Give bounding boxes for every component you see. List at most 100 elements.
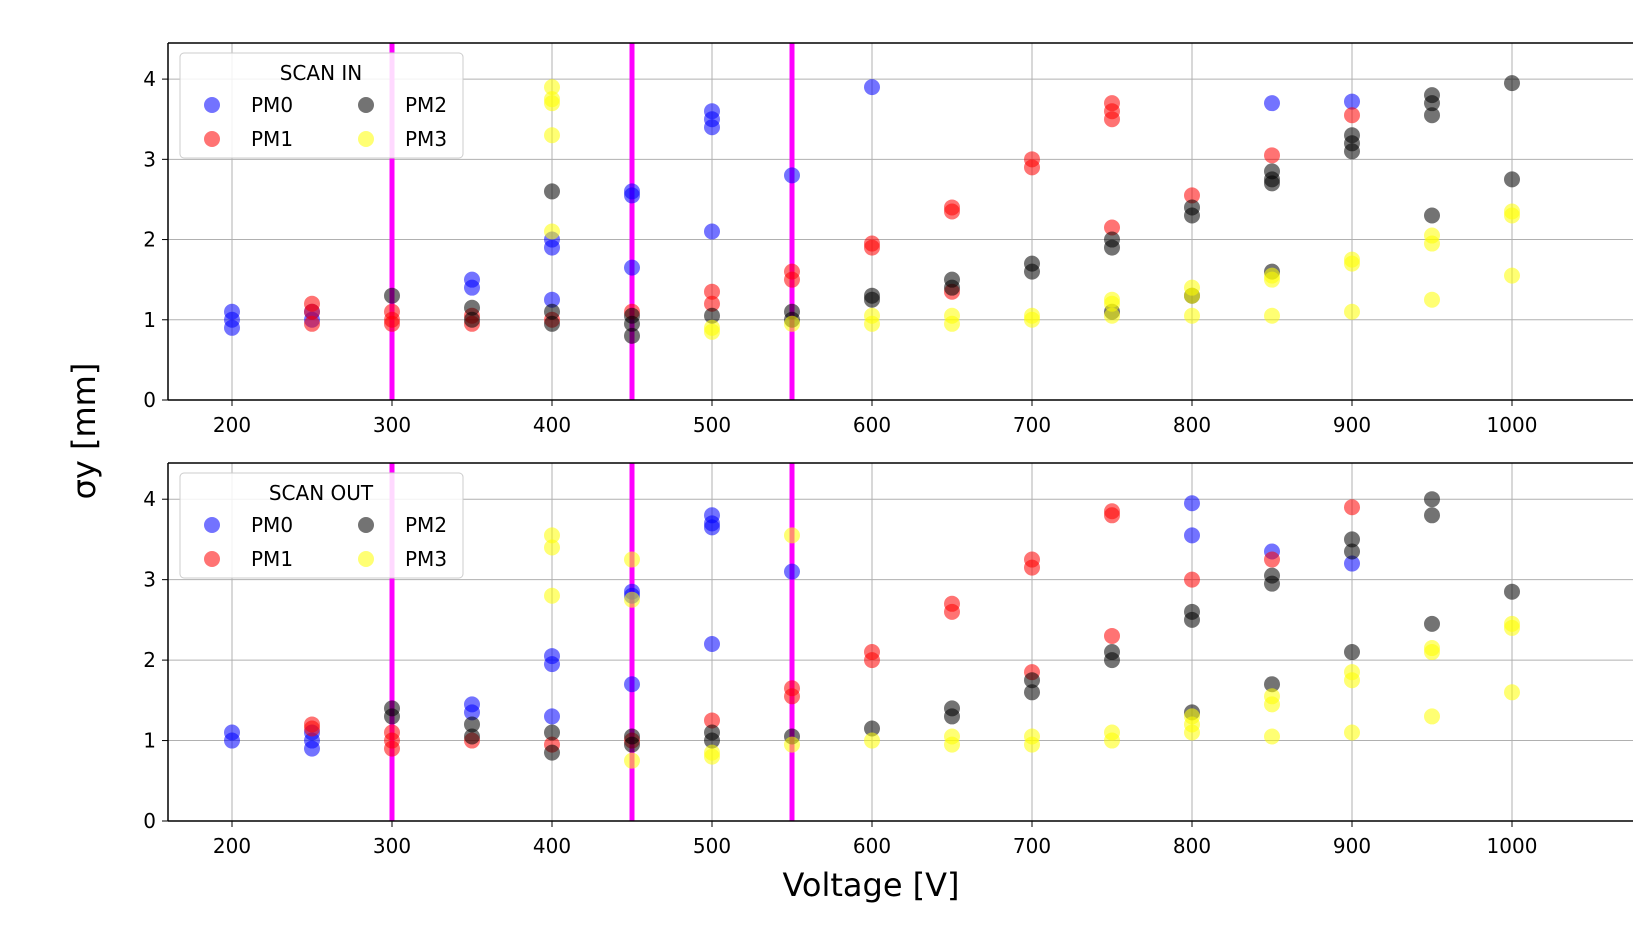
data-point-pm3 [704,748,720,765]
legend-label-pm1: PM1 [251,547,293,571]
data-point-pm3 [1424,235,1440,252]
legend-label-pm3: PM3 [405,127,447,151]
x-tick-label: 200 [213,413,251,437]
data-point-pm1 [1104,219,1120,236]
data-point-pm2 [944,279,960,296]
scan-in-panel: 200 300 400 500 600 700 800 900 1000 0 1 2 3 4 SCAN IN… [143,42,1633,437]
data-point-pm3 [1264,728,1280,745]
data-point-pm3 [1104,732,1120,749]
legend-label-pm2: PM2 [405,513,447,537]
legend-marker-pm0 [204,517,220,533]
x-tick-label: 500 [693,834,731,858]
data-point-pm0 [784,563,800,580]
legend-box [179,52,464,159]
legend-label-pm0: PM0 [251,513,293,537]
x-tick-label: 600 [853,834,891,858]
data-point-pm3 [544,527,560,544]
legend-box [179,472,464,579]
data-point-pm3 [864,315,880,332]
data-point-pm2 [1264,575,1280,592]
data-point-pm2 [384,708,400,725]
x-tick-label: 1000 [1487,413,1538,437]
data-point-pm0 [864,79,880,96]
series-pm3 [544,79,1520,340]
x-tick-label: 900 [1333,834,1371,858]
data-point-pm1 [784,688,800,705]
data-point-pm2 [464,311,480,328]
data-point-pm2 [1264,175,1280,192]
data-point-pm0 [624,259,640,276]
data-point-pm0 [304,740,320,757]
data-point-pm1 [704,283,720,300]
data-point-pm1 [1104,627,1120,644]
legend-title: SCAN IN [280,61,363,85]
data-point-pm3 [1184,307,1200,324]
data-point-pm1 [384,740,400,757]
y-tick-label: 3 [143,568,156,592]
legend-marker-pm2 [358,517,374,533]
data-point-pm2 [1344,143,1360,160]
data-point-pm2 [1184,611,1200,628]
legend-marker-pm2 [358,97,374,113]
legend-marker-pm0 [204,97,220,113]
data-point-pm2 [464,728,480,745]
y-tick-label: 0 [143,809,156,833]
data-point-pm2 [1344,531,1360,548]
data-point-pm2 [1504,75,1520,92]
y-tick-label: 4 [143,487,156,511]
data-point-pm1 [704,295,720,312]
data-point-pm2 [544,744,560,761]
data-point-pm2 [864,291,880,308]
data-point-pm0 [624,187,640,204]
data-point-pm3 [1264,271,1280,288]
shared-y-axis-label: σy [mm] [65,363,103,500]
x-tick-label: 700 [1013,834,1051,858]
data-point-pm0 [704,119,720,136]
data-point-pm3 [624,551,640,568]
data-point-pm1 [1104,111,1120,128]
data-point-pm1 [1264,147,1280,164]
data-point-pm2 [1344,644,1360,661]
data-point-pm2 [1504,583,1520,600]
data-point-pm3 [1104,295,1120,312]
legend-title: SCAN OUT [269,481,374,505]
series-pm3 [544,527,1520,769]
data-point-pm3 [544,223,560,240]
y-tick-label: 3 [143,147,156,171]
data-point-pm2 [944,708,960,725]
data-point-pm1 [864,239,880,256]
data-point-pm0 [224,319,240,336]
data-point-pm3 [544,95,560,112]
data-point-pm2 [464,716,480,733]
data-point-pm1 [1344,499,1360,516]
data-point-pm3 [1504,207,1520,224]
data-point-pm3 [1504,267,1520,284]
data-point-pm2 [464,299,480,316]
legend-label-pm2: PM2 [405,93,447,117]
data-point-pm3 [1024,311,1040,328]
data-point-pm3 [1504,684,1520,701]
legend-marker-pm3 [358,551,374,567]
data-point-pm0 [704,223,720,240]
legend-label-pm3: PM3 [405,547,447,571]
y-tick-label: 2 [143,228,156,252]
data-point-pm3 [1504,619,1520,636]
data-point-pm2 [1024,263,1040,280]
x-tick-label: 300 [373,834,411,858]
series-pm0 [224,495,1360,757]
data-point-pm3 [784,527,800,544]
y-tick-label: 1 [143,308,156,332]
data-point-pm2 [1424,615,1440,632]
data-point-pm3 [544,127,560,144]
x-tick-label: 200 [213,834,251,858]
data-point-pm2 [864,720,880,737]
data-point-pm2 [544,315,560,332]
data-point-pm3 [1344,724,1360,741]
shared-x-axis-label: Voltage [V] [782,866,959,904]
y-tick-label: 2 [143,648,156,672]
x-tick-label: 600 [853,413,891,437]
data-point-pm2 [384,287,400,304]
data-point-pm0 [544,708,560,725]
data-point-pm3 [544,79,560,96]
data-point-pm2 [624,736,640,753]
